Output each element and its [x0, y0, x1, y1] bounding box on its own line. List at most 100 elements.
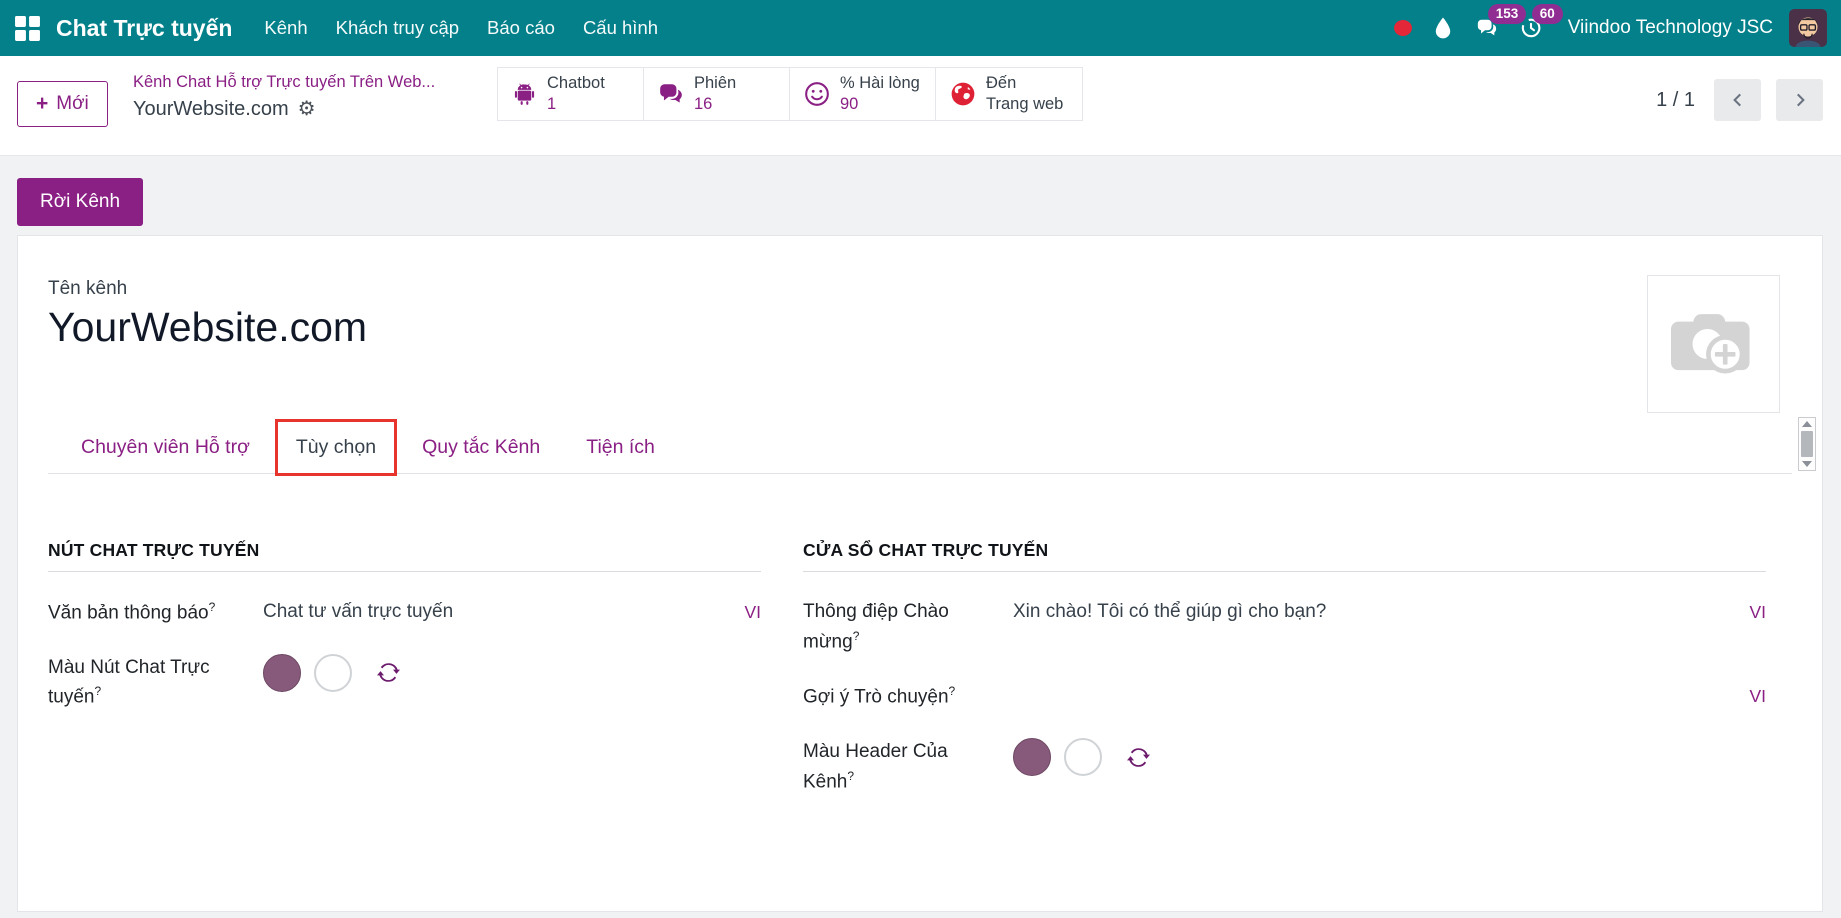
company-name[interactable]: Viindoo Technology JSC	[1567, 17, 1773, 38]
activities-button[interactable]: 60	[1514, 4, 1563, 48]
refresh-icon[interactable]	[1127, 746, 1150, 769]
field-label-button-color: Màu Nút Chat Trực tuyến?	[48, 656, 210, 708]
group-title-livechat-window: CỬA SỔ CHAT TRỰC TUYẾN	[803, 540, 1766, 572]
color-picker-header-color	[1013, 738, 1150, 777]
field-value-notification-text[interactable]: Chat tư vấn trực tuyến	[263, 601, 454, 622]
tab-tuy-chon[interactable]: Tùy chọn	[274, 419, 398, 476]
activities-count-badge: 60	[1531, 4, 1563, 24]
field-value-welcome-message[interactable]: Xin chào! Tôi có thể giúp gì cho bạn?	[1013, 601, 1327, 622]
channel-image-upload[interactable]	[1647, 275, 1780, 413]
topbar-systray: 153 60 Viindoo Technology JSC	[1393, 4, 1841, 48]
language-badge[interactable]: VI	[1749, 602, 1766, 622]
channel-name-value[interactable]: YourWebsite.com	[48, 304, 368, 350]
android-icon	[512, 82, 537, 107]
field-row-welcome-message: Thông điệp Chào mừng? Xin chào! Tôi có t…	[803, 598, 1766, 656]
stat-label: Phiên	[694, 74, 737, 93]
stat-value: 90	[840, 95, 859, 113]
messages-count-badge: 153	[1487, 4, 1527, 24]
breadcrumb: Kênh Chat Hỗ trợ Trực tuyến Trên Web... …	[133, 72, 435, 122]
field-value-chat-suggestion[interactable]	[1013, 682, 1737, 710]
help-icon: ?	[94, 684, 102, 699]
topbar: Chat Trực tuyến Kênh Khách truy cập Báo …	[0, 0, 1841, 56]
field-row-notification-text: Văn bản thông báo? Chat tư vấn trực tuyế…	[48, 598, 761, 628]
field-label-header-color: Màu Header Của Kênh?	[803, 741, 948, 792]
channel-name-label: Tên kênh	[48, 278, 128, 299]
scroll-down-icon[interactable]	[1802, 461, 1812, 467]
help-icon: ?	[948, 684, 956, 699]
refresh-icon[interactable]	[377, 661, 400, 684]
field-row-chat-suggestion: Gợi ý Trò chuyện? VI	[803, 682, 1766, 712]
scroll-up-icon[interactable]	[1802, 421, 1812, 427]
menu-item-kenh[interactable]: Kênh	[264, 17, 308, 38]
menu-item-cau-hinh[interactable]: Cấu hình	[582, 17, 659, 38]
globe-icon	[950, 81, 976, 107]
user-avatar[interactable]	[1789, 9, 1827, 47]
color-swatch-white[interactable]	[1064, 738, 1102, 777]
apps-grid-icon	[14, 15, 40, 41]
pager-next-button[interactable]	[1776, 79, 1823, 121]
mini-scrollbar[interactable]	[1798, 417, 1816, 471]
chat-bubbles-icon	[1477, 19, 1496, 36]
group-livechat-window: CỬA SỔ CHAT TRỰC TUYẾN Thông điệp Chào m…	[803, 540, 1766, 822]
color-swatch-white[interactable]	[314, 653, 352, 692]
help-icon: ?	[847, 768, 855, 783]
pager: 1 / 1	[1656, 79, 1823, 121]
camera-plus-icon	[1670, 314, 1750, 374]
field-row-header-color: Màu Header Của Kênh?	[803, 738, 1766, 796]
scrollbar-thumb[interactable]	[1801, 431, 1813, 457]
leave-channel-button[interactable]: Rời Kênh	[17, 178, 144, 226]
smiley-icon	[804, 81, 830, 107]
tab-tien-ich[interactable]: Tiện ích	[586, 435, 655, 458]
tab-quy-tac-kenh[interactable]: Quy tắc Kênh	[422, 435, 541, 458]
gear-icon[interactable]: ⚙	[297, 98, 316, 121]
chevron-right-icon	[1796, 93, 1805, 107]
stat-value: Trang web	[986, 95, 1064, 113]
stat-label: % Hài lòng	[840, 74, 920, 93]
breadcrumb-parent-link[interactable]: Kênh Chat Hỗ trợ Trực tuyến Trên Web...	[133, 73, 436, 91]
stat-button-sessions[interactable]: Phiên 16	[644, 68, 790, 120]
stat-value: 1	[547, 95, 557, 113]
pager-previous-button[interactable]	[1714, 79, 1761, 121]
color-picker-button-color	[263, 653, 400, 692]
app-title[interactable]: Chat Trực tuyến	[56, 14, 233, 41]
messages-button[interactable]: 153	[1470, 4, 1527, 48]
color-swatch-selected[interactable]	[263, 653, 301, 692]
plus-icon: +	[36, 92, 49, 115]
field-row-button-color: Màu Nút Chat Trực tuyến?	[48, 653, 761, 712]
form-sheet: Tên kênh YourWebsite.com Chuyên viên Hỗ …	[17, 235, 1823, 912]
help-icon: ?	[852, 628, 860, 643]
menu-item-khach-truy-cap[interactable]: Khách truy cập	[335, 17, 460, 38]
tab-chuyen-vien-ho-tro[interactable]: Chuyên viên Hỗ trợ	[81, 435, 250, 458]
presence-dot-icon	[1393, 20, 1412, 36]
stat-button-chatbot[interactable]: Chatbot 1	[498, 68, 644, 120]
top-menu: Kênh Khách truy cập Báo cáo Cấu hình	[250, 17, 672, 39]
stat-button-satisfaction[interactable]: % Hài lòng 90	[790, 68, 936, 120]
group-title-livechat-button: NÚT CHAT TRỰC TUYẾN	[48, 540, 761, 572]
chevron-left-icon	[1732, 93, 1741, 107]
help-icon: ?	[208, 600, 216, 614]
language-badge[interactable]: VI	[1749, 686, 1766, 707]
comments-icon	[658, 81, 684, 107]
field-label-notification-text: Văn bản thông báo?	[48, 600, 216, 624]
stat-label: Chatbot	[547, 74, 605, 93]
inkdrop-button[interactable]	[1426, 8, 1460, 48]
breadcrumb-current: YourWebsite.com	[133, 98, 289, 121]
field-label-chat-suggestion: Gợi ý Trò chuyện?	[803, 684, 956, 708]
new-button-label: Mới	[56, 93, 89, 114]
apps-menu-button[interactable]	[4, 0, 50, 56]
stat-label: Đến	[986, 74, 1017, 93]
menu-item-bao-cao[interactable]: Báo cáo	[487, 17, 555, 38]
pager-count: 1 / 1	[1656, 88, 1695, 111]
color-swatch-selected[interactable]	[1013, 738, 1051, 777]
group-livechat-button: NÚT CHAT TRỰC TUYẾN Văn bản thông báo? C…	[48, 540, 761, 822]
page-body: Rời Kênh Tên kênh YourWebsite.com Ch	[0, 156, 1841, 912]
language-badge[interactable]: VI	[744, 602, 761, 622]
stat-button-go-to-website[interactable]: Đến Trang web	[936, 68, 1082, 120]
new-button[interactable]: + Mới	[17, 81, 108, 127]
control-panel: + Mới Kênh Chat Hỗ trợ Trực tuyến Trên W…	[0, 56, 1841, 156]
tab-bar: Chuyên viên Hỗ trợ Tùy chọn Quy tắc Kênh…	[48, 419, 1792, 476]
form-groups: NÚT CHAT TRỰC TUYẾN Văn bản thông báo? C…	[48, 540, 1792, 822]
stat-value: 16	[694, 95, 713, 113]
droplet-icon	[1435, 17, 1450, 38]
